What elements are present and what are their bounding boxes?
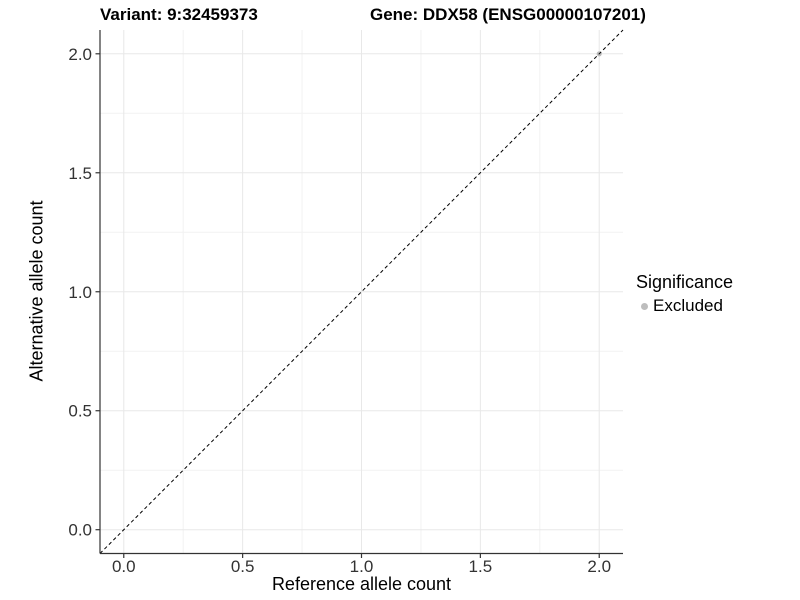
x-tick-label: 0.5 <box>231 557 255 576</box>
plot-title-gene: Gene: DDX58 (ENSG00000107201) <box>370 5 646 24</box>
legend-item-excluded: Excluded <box>641 296 733 316</box>
excluded-point-icon <box>641 302 648 310</box>
legend-title: Significance <box>636 272 734 292</box>
y-axis-title: Alternative allele count <box>26 200 47 382</box>
x-tick-label: 2.0 <box>587 557 611 576</box>
y-tick-label: 1.5 <box>68 164 92 183</box>
x-tick-label: 1.5 <box>469 557 493 576</box>
y-tick-label: 2.0 <box>68 45 92 64</box>
y-tick-label: 0.0 <box>68 521 92 540</box>
x-tick-label: 1.0 <box>350 557 374 576</box>
y-tick-label: 0.5 <box>68 402 92 421</box>
legend-item-label: Excluded <box>653 296 723 315</box>
x-tick-label: 0.0 <box>112 557 136 576</box>
x-axis-title: Reference allele count <box>271 574 452 594</box>
legend: Significance Excluded <box>636 272 733 316</box>
y-tick-label: 1.0 <box>68 283 92 302</box>
plot-title-variant: Variant: 9:32459373 <box>100 5 258 24</box>
